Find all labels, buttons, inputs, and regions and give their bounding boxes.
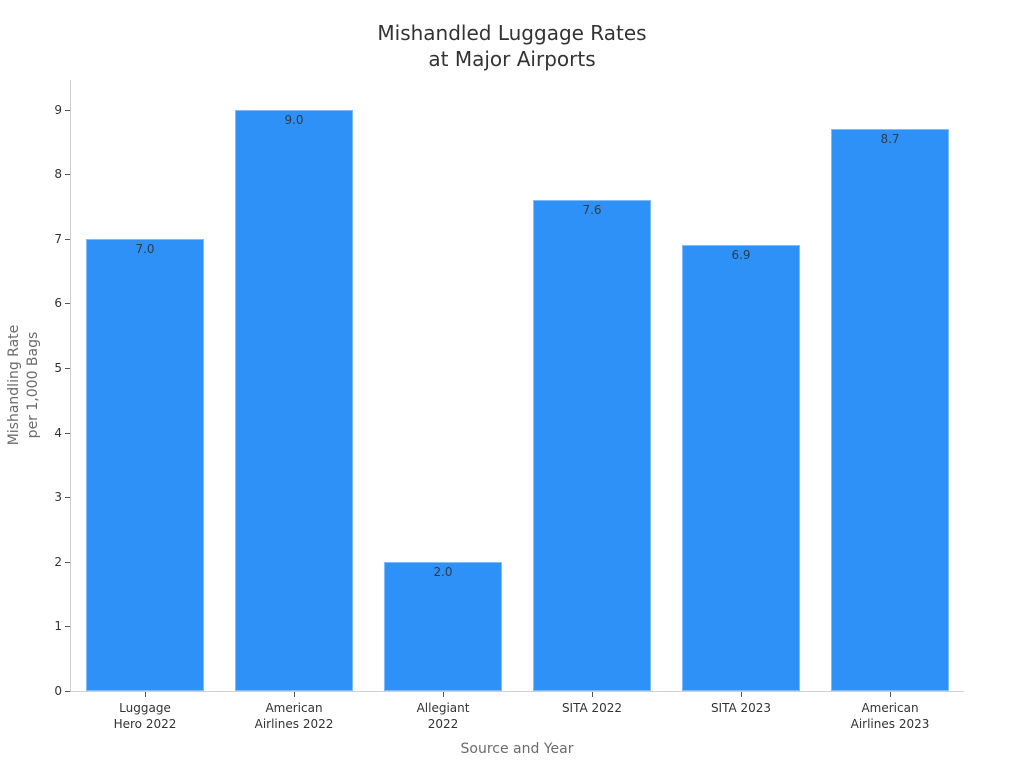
x-tick-label: American Airlines 2022 [254, 701, 334, 731]
y-tick: 1 [0, 619, 70, 633]
y-tick: 3 [0, 490, 70, 504]
y-tick-mark [65, 626, 70, 628]
x-tick-mark [145, 692, 146, 697]
bar: 7.0 [86, 238, 204, 691]
y-tick-label: 7 [54, 231, 62, 246]
y-tick: 9 [0, 103, 70, 117]
bar: 2.0 [384, 561, 502, 691]
x-tick-mark [890, 692, 891, 697]
y-tick: 2 [0, 555, 70, 569]
x-tick-label: American Airlines 2023 [850, 701, 930, 731]
y-tick-label: 3 [54, 490, 62, 505]
x-tick-mark [294, 692, 295, 697]
y-tick: 5 [0, 361, 70, 375]
chart-title-line-2: at Major Airports [428, 47, 596, 71]
y-tick-label: 2 [54, 554, 62, 569]
chart-title: Mishandled Luggage Rates at Major Airpor… [0, 20, 1024, 72]
x-axis-title: Source and Year [460, 741, 574, 757]
y-tick-mark [65, 368, 70, 369]
y-tick: 0 [0, 684, 70, 698]
y-tick-mark [65, 691, 70, 692]
y-tick: 7 [0, 232, 70, 246]
chart-title-line-1: Mishandled Luggage Rates [377, 21, 647, 45]
x-tick-mark [443, 692, 444, 697]
bar-value-label: 6.9 [731, 248, 751, 263]
y-tick-label: 8 [54, 167, 62, 182]
y-tick-label: 0 [54, 684, 62, 698]
bar-value-label: 9.0 [284, 112, 304, 127]
x-axis-line [70, 691, 964, 692]
y-tick: 4 [0, 426, 70, 440]
y-tick-mark [65, 174, 70, 176]
x-tick-mark [741, 692, 742, 697]
x-tick-label: SITA 2023 [710, 701, 772, 715]
x-tick-label: Allegiant 2022 [416, 701, 470, 731]
x-tick-mark [592, 692, 593, 697]
y-tick: 8 [0, 167, 70, 181]
y-tick-mark [65, 432, 70, 434]
y-tick-mark [65, 109, 70, 111]
bar-value-label: 7.6 [582, 203, 602, 218]
y-tick: 6 [0, 296, 70, 310]
y-axis-line [70, 80, 71, 692]
bar: 8.7 [831, 128, 949, 691]
bar-value-label: 2.0 [433, 564, 453, 579]
y-tick-label: 1 [54, 619, 62, 634]
y-tick-label: 9 [54, 102, 62, 117]
y-tick-mark [65, 303, 70, 305]
y-tick-label: 6 [54, 296, 62, 311]
y-tick-label: 5 [54, 361, 62, 375]
x-tick-label: Luggage Hero 2022 [113, 701, 177, 731]
bar: 9.0 [235, 109, 353, 691]
bar-value-label: 7.0 [135, 241, 155, 256]
y-tick-mark [65, 497, 70, 499]
bar: 6.9 [682, 245, 800, 691]
x-tick-label: SITA 2022 [561, 701, 623, 715]
bar: 7.6 [533, 200, 651, 691]
bar-value-label: 8.7 [880, 131, 900, 146]
y-tick-mark [65, 561, 70, 563]
y-tick-label: 4 [54, 425, 62, 440]
y-tick-mark [65, 238, 70, 240]
